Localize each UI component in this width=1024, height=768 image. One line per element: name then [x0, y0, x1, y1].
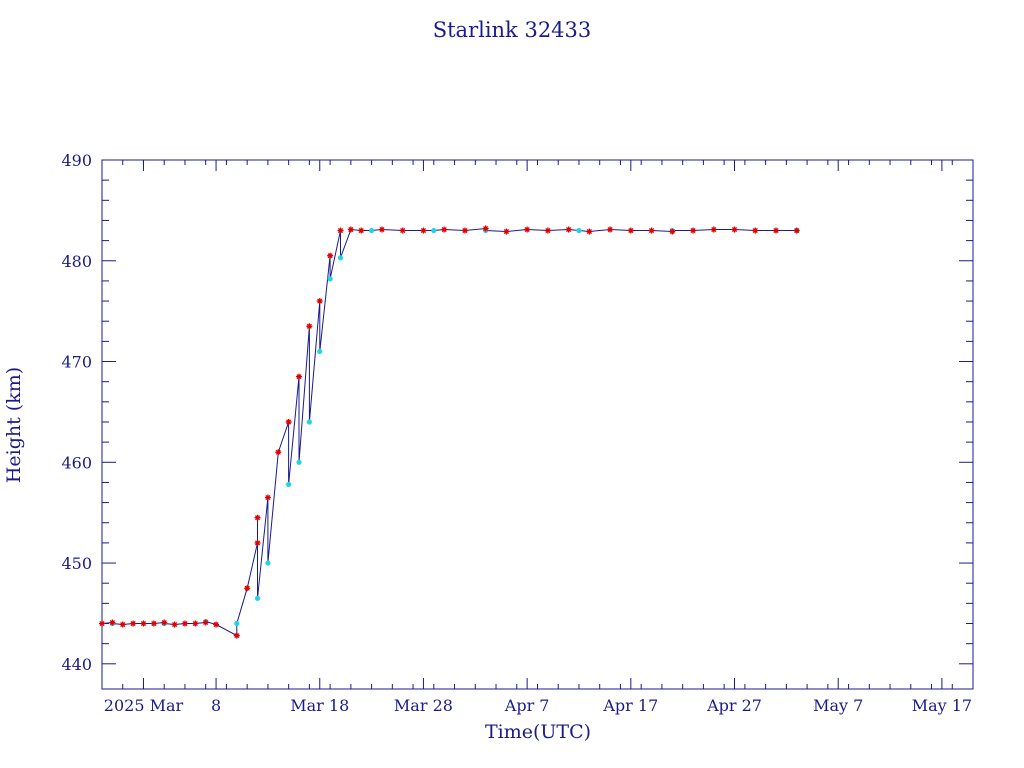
red-data-point [347, 226, 354, 233]
cyan-data-point [337, 255, 344, 261]
red-data-point [244, 585, 251, 592]
red-data-point [264, 494, 271, 501]
red-data-point [399, 227, 406, 234]
red-data-point [669, 228, 676, 235]
cyan-data-point [327, 276, 333, 282]
red-data-point [306, 323, 313, 330]
x-tick-label: Mar 18 [290, 696, 349, 715]
red-data-point [752, 227, 759, 234]
red-data-point [544, 227, 551, 234]
x-tick-label: Apr 7 [504, 696, 550, 715]
red-data-point [420, 227, 427, 234]
cyan-data-point [576, 227, 582, 234]
x-tick-label: May 17 [912, 696, 972, 715]
y-tick-label: 470 [61, 353, 92, 372]
red-data-point [181, 620, 188, 627]
red-data-point [690, 227, 697, 234]
red-data-point [482, 225, 489, 232]
red-data-point [254, 514, 261, 521]
red-data-point [99, 620, 105, 627]
cyan-data-point [286, 481, 292, 488]
plot-border [101, 159, 974, 690]
red-data-point [254, 539, 261, 546]
cyan-data-point [317, 348, 323, 355]
red-data-point [731, 226, 738, 233]
y-tick-label: 440 [61, 655, 92, 674]
y-axis-label: Height (km) [3, 367, 25, 483]
red-data-point [607, 226, 614, 233]
y-axis-ticks [102, 159, 973, 665]
red-data-point [565, 226, 572, 233]
y-tick-label: 480 [61, 252, 92, 271]
red-data-point [461, 227, 468, 234]
red-data-point [627, 227, 634, 234]
cyan-data-point [254, 595, 261, 601]
red-data-point [586, 228, 593, 235]
cyan-data-point [265, 560, 271, 566]
red-data-point [358, 227, 365, 234]
red-data-point [772, 227, 779, 234]
red-data-point [150, 620, 157, 627]
red-data-point [275, 449, 282, 456]
y-tick-label: 490 [61, 151, 92, 170]
red-data-point [161, 619, 168, 626]
red-data-point [327, 252, 334, 259]
x-tick-label: Apr 17 [602, 696, 658, 715]
x-tick-label: Mar 28 [394, 696, 453, 715]
height-trace-line [101, 227, 797, 637]
red-data-point [109, 619, 116, 626]
chart-title: Starlink 32433 [433, 18, 592, 42]
red-data-point [441, 226, 448, 233]
red-data-point [316, 298, 323, 305]
red-data-point [793, 227, 800, 234]
cyan-data-point [306, 419, 312, 425]
red-data-point [233, 632, 240, 639]
x-axis-ticks [101, 160, 974, 689]
red-data-point [296, 373, 303, 380]
red-data-point [710, 226, 717, 233]
cyan-data-point [368, 227, 375, 234]
x-axis-tick-labels: 2025 Mar 8 Mar 18 Mar 28 Apr 7 Apr 17 Apr 27 Ma… [104, 696, 972, 715]
red-data-point [524, 226, 531, 233]
red-data-point [337, 227, 344, 234]
plot-frame [101, 159, 974, 690]
y-tick-label: 450 [61, 554, 92, 573]
red-data-point [192, 620, 199, 627]
y-axis-tick-labels: 440 450 460 470 480 490 [61, 151, 92, 674]
red-data-point [648, 227, 655, 234]
primary-points [99, 225, 800, 639]
red-data-point [202, 619, 209, 626]
x-tick-label: Apr 27 [706, 696, 762, 715]
red-data-point [503, 228, 510, 235]
cyan-data-point [234, 620, 240, 627]
red-data-point [378, 226, 385, 233]
x-tick-label: 8 [211, 696, 221, 715]
secondary-points [109, 227, 800, 627]
red-data-point [171, 621, 178, 628]
red-data-point [130, 620, 137, 627]
red-data-point [213, 621, 220, 628]
red-data-point [285, 418, 292, 425]
x-tick-label: 2025 Mar [104, 696, 184, 715]
y-tick-label: 460 [61, 453, 92, 472]
x-tick-label: May 7 [813, 696, 863, 715]
series-line [101, 227, 797, 637]
x-axis-label: Time(UTC) [485, 721, 591, 743]
red-data-point [119, 621, 126, 628]
cyan-data-point [431, 227, 437, 234]
cyan-data-point [296, 459, 302, 465]
red-data-point [140, 620, 147, 627]
